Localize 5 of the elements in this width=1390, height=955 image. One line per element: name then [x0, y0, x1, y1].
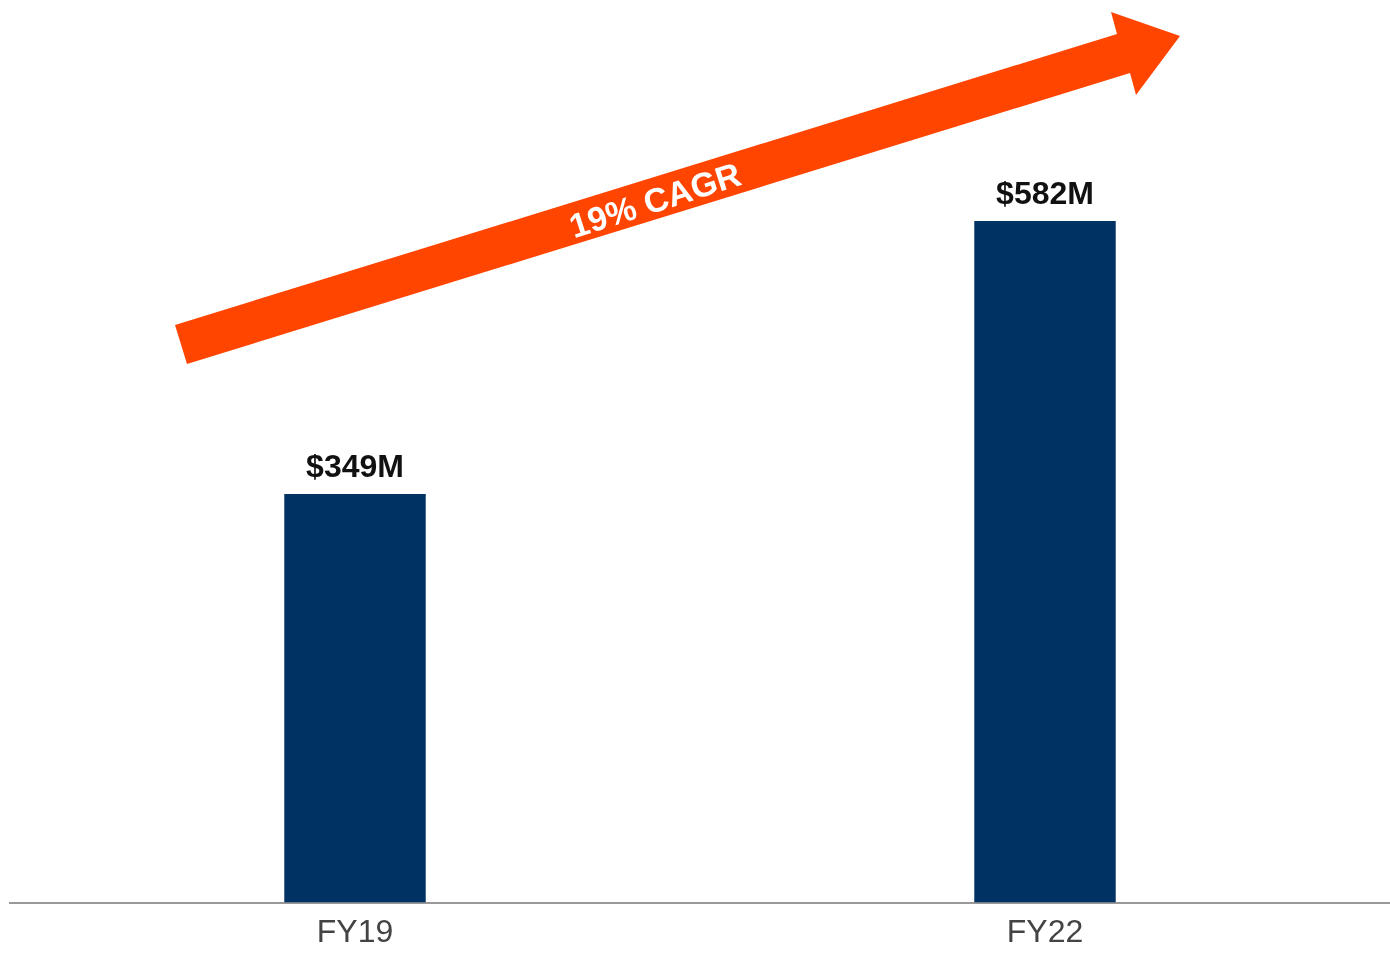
annotation: 19% CAGR [564, 154, 746, 246]
data-label: $582M [996, 174, 1094, 211]
data-label: $349M [306, 447, 404, 484]
x-tick-label: FY22 [1006, 912, 1084, 949]
x-tick-label: FY19 [316, 912, 394, 949]
